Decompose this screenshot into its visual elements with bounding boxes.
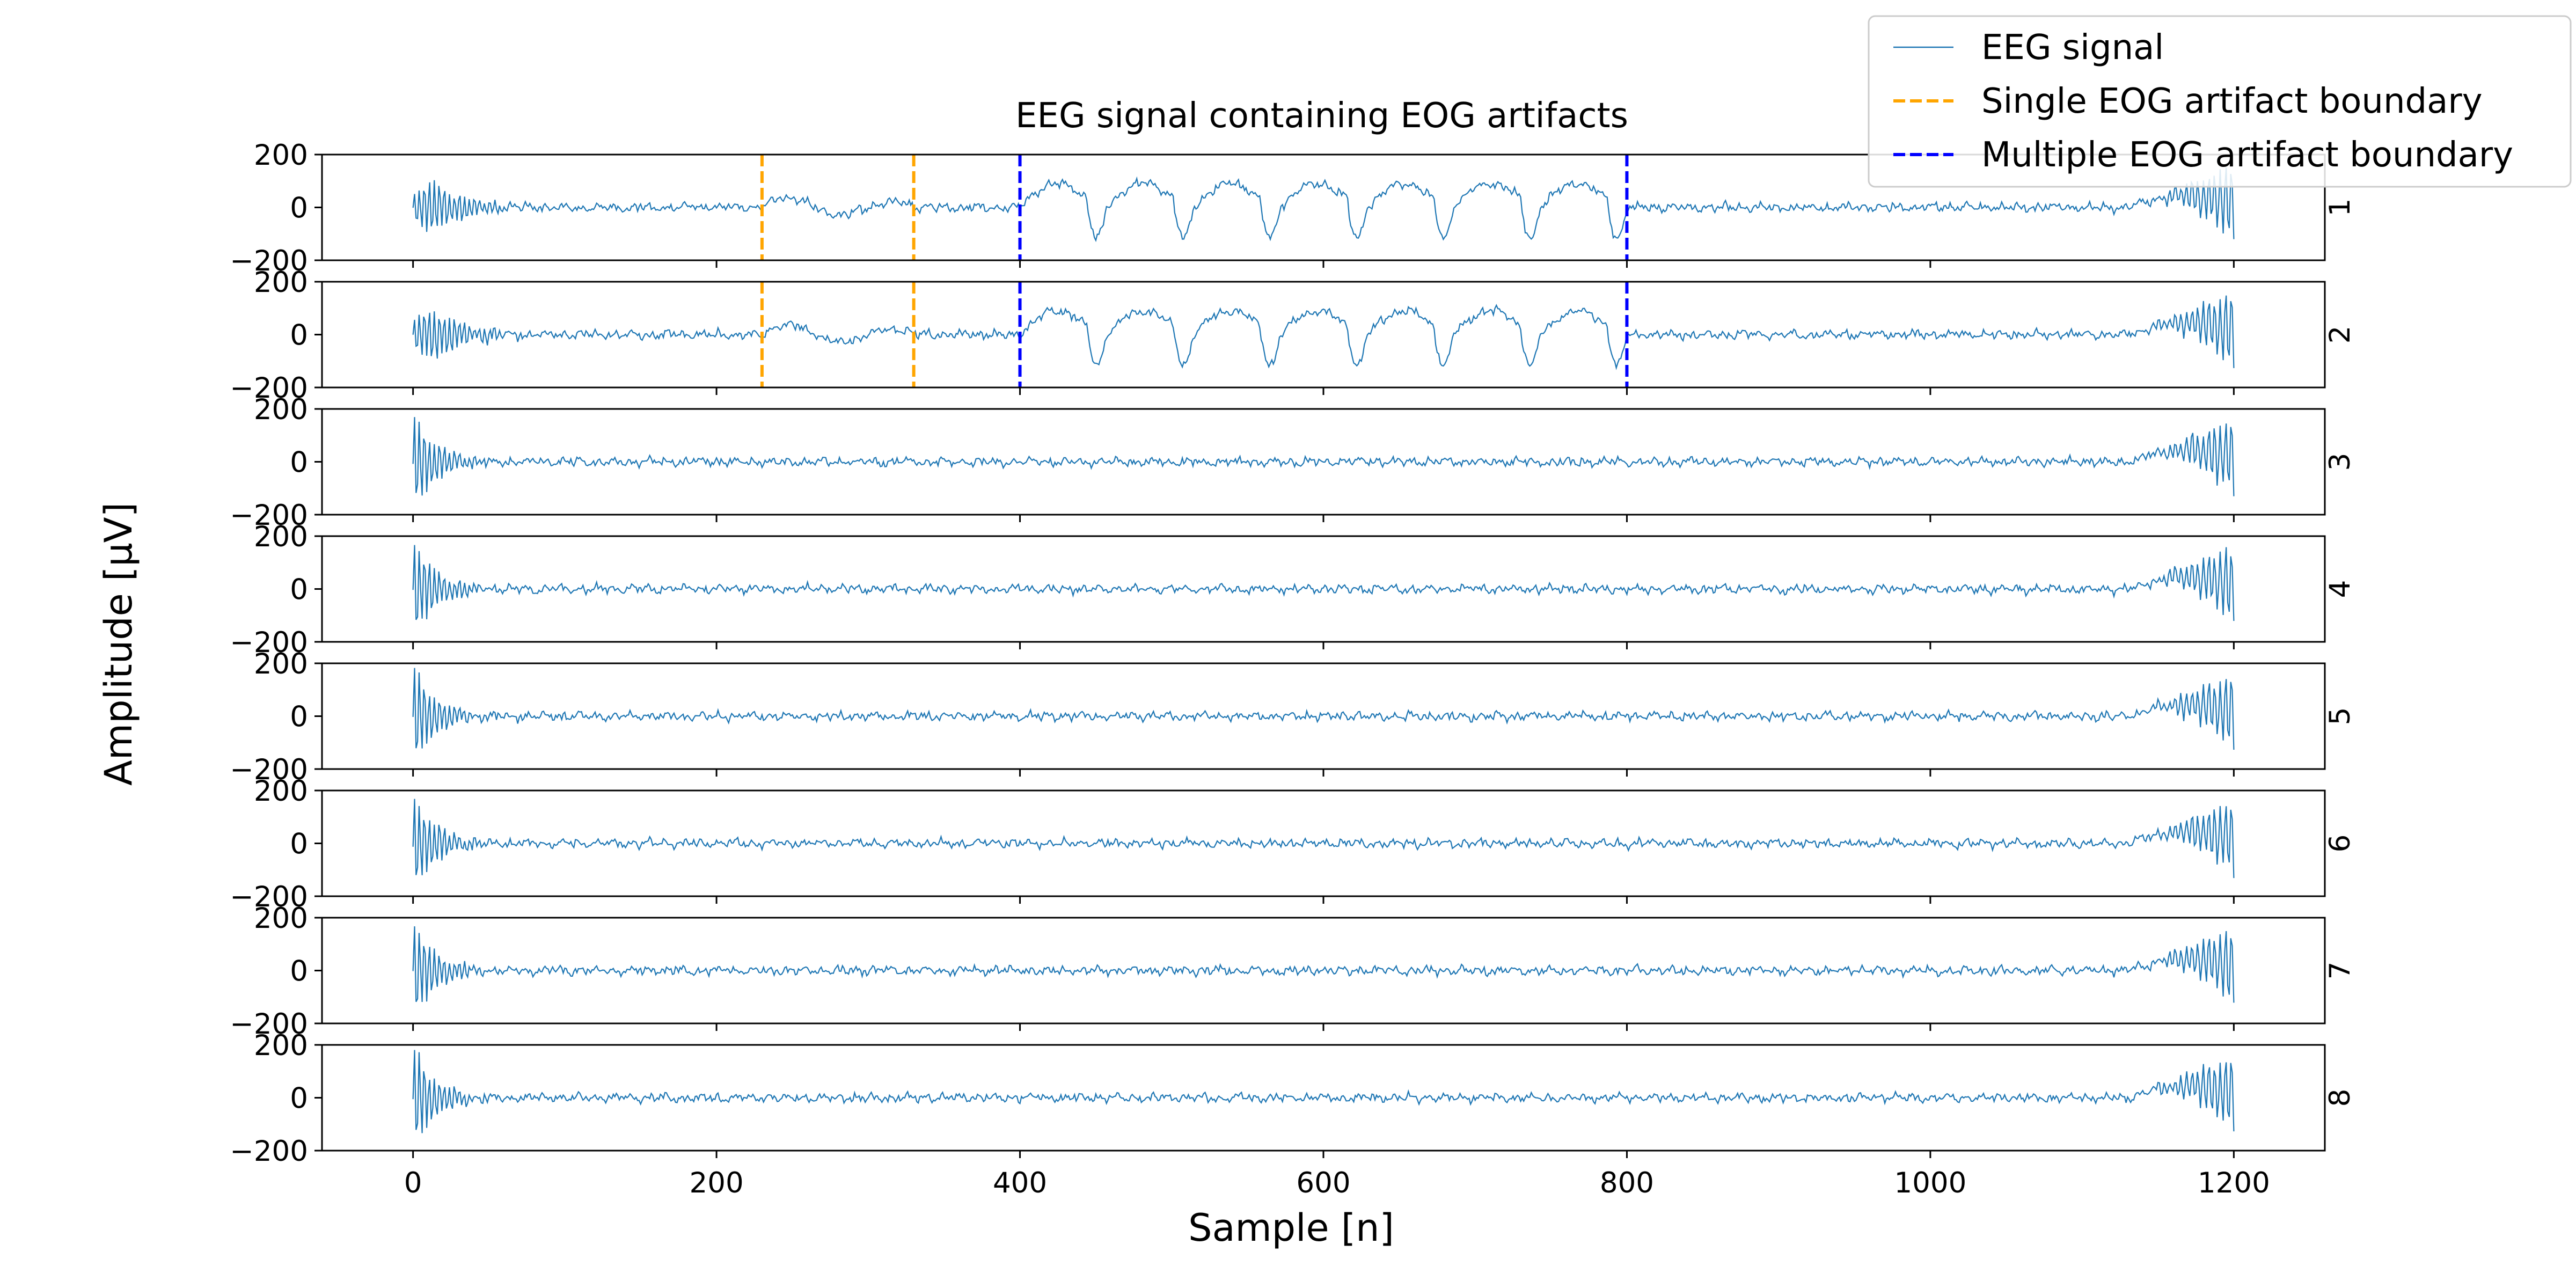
panel-frame-2 bbox=[321, 281, 2326, 389]
x-tick-label-200: 200 bbox=[690, 1167, 744, 1199]
eeg-trace-3 bbox=[412, 417, 2235, 496]
x-tick-label-800: 800 bbox=[1600, 1167, 1654, 1199]
channel-label-7: 7 bbox=[2324, 962, 2357, 980]
channel-label-1: 1 bbox=[2324, 199, 2357, 217]
legend-label-2: Multiple EOG artifact boundary bbox=[1981, 135, 2513, 175]
channel-panel-6: −200 0 200 6 bbox=[230, 775, 2357, 913]
y-tick-label-5-0: 0 bbox=[290, 701, 308, 734]
eeg-trace-7 bbox=[412, 926, 2235, 1003]
eeg-trace-5 bbox=[412, 668, 2235, 750]
x-tick-label-400: 400 bbox=[993, 1167, 1047, 1199]
y-tick-label-2--200: −200 bbox=[230, 372, 308, 405]
channel-label-2: 2 bbox=[2324, 326, 2357, 344]
y-tick-label-4--200: −200 bbox=[230, 626, 308, 659]
y-tick-label-4-200: 200 bbox=[254, 521, 308, 553]
y-tick-label-2-200: 200 bbox=[254, 266, 308, 299]
x-axis: 0 200 400 600 800 1000 1200 bbox=[404, 1167, 2270, 1199]
y-tick-label-6--200: −200 bbox=[230, 881, 308, 913]
y-tick-label-3--200: −200 bbox=[230, 499, 308, 532]
panel-frame-7 bbox=[321, 917, 2326, 1024]
y-tick-label-7-0: 0 bbox=[290, 955, 308, 988]
y-tick-label-8-200: 200 bbox=[254, 1029, 308, 1062]
x-axis-label: Sample [n] bbox=[1188, 1206, 1394, 1250]
eeg-trace-2 bbox=[412, 295, 2235, 370]
channel-panel-4: −200 0 200 4 bbox=[230, 521, 2357, 659]
channel-panel-5: −200 0 200 5 bbox=[230, 648, 2357, 786]
legend-label-1: Single EOG artifact boundary bbox=[1981, 82, 2483, 121]
channel-panel-1: −200 0 200 1 bbox=[230, 139, 2357, 277]
y-tick-label-4-0: 0 bbox=[290, 574, 308, 606]
y-tick-label-2-0: 0 bbox=[290, 319, 308, 352]
channel-label-5: 5 bbox=[2324, 707, 2357, 726]
channel-label-6: 6 bbox=[2324, 835, 2357, 853]
channel-panel-3: −200 0 200 3 bbox=[230, 393, 2357, 532]
y-tick-label-6-200: 200 bbox=[254, 775, 308, 808]
x-tick-label-0: 0 bbox=[404, 1167, 422, 1199]
channel-panel-8: −200 0 200 8 bbox=[230, 1029, 2357, 1168]
legend-label-0: EEG signal bbox=[1981, 28, 2164, 68]
x-tick-label-1000: 1000 bbox=[1894, 1167, 1966, 1199]
y-tick-label-8-0: 0 bbox=[290, 1082, 308, 1115]
eeg-trace-4 bbox=[412, 545, 2235, 621]
y-tick-label-1-0: 0 bbox=[290, 192, 308, 225]
y-tick-label-1-200: 200 bbox=[254, 139, 308, 172]
y-tick-label-6-0: 0 bbox=[290, 828, 308, 861]
eeg-trace-8 bbox=[412, 1050, 2235, 1133]
eeg-trace-1 bbox=[412, 167, 2235, 243]
y-tick-label-5--200: −200 bbox=[230, 753, 308, 786]
eeg-trace-6 bbox=[412, 799, 2235, 879]
legend: EEG signal Single EOG artifact boundary Mu… bbox=[1868, 15, 2572, 188]
x-tick-label-600: 600 bbox=[1296, 1167, 1350, 1199]
y-tick-label-8--200: −200 bbox=[230, 1135, 308, 1168]
chart-title: EEG signal containing EOG artifacts bbox=[1015, 96, 1628, 136]
x-tick-label-1200: 1200 bbox=[2198, 1167, 2270, 1199]
channel-label-4: 4 bbox=[2324, 580, 2357, 598]
y-axis-label: Amplitude [μV] bbox=[97, 502, 141, 786]
y-tick-label-7-200: 200 bbox=[254, 902, 308, 935]
channel-label-8: 8 bbox=[2324, 1089, 2357, 1107]
y-tick-label-7--200: −200 bbox=[230, 1008, 308, 1041]
legend-frame bbox=[1868, 15, 2572, 188]
channel-label-3: 3 bbox=[2324, 453, 2357, 471]
y-tick-label-5-200: 200 bbox=[254, 648, 308, 680]
channel-panel-7: −200 0 200 7 bbox=[230, 902, 2357, 1041]
y-tick-label-1--200: −200 bbox=[230, 245, 308, 277]
y-tick-label-3-0: 0 bbox=[290, 447, 308, 479]
channel-panel-2: −200 0 200 2 bbox=[230, 266, 2357, 405]
y-tick-label-3-200: 200 bbox=[254, 393, 308, 426]
channel-panels: −20002001−20002002−20002003−20002004−200… bbox=[230, 139, 2357, 1168]
